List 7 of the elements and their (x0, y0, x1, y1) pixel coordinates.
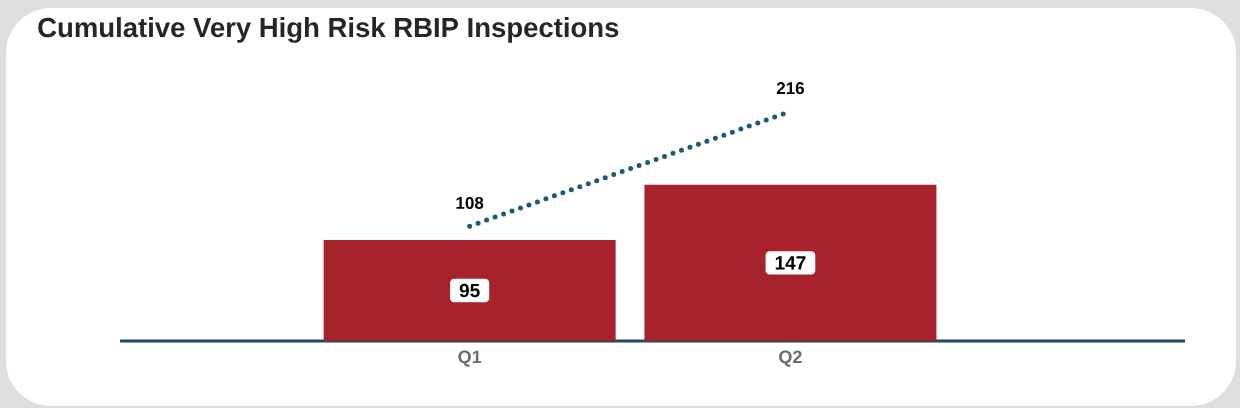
x-tick-label: Q1 (458, 350, 482, 367)
data-label: 147 (775, 256, 806, 270)
x-tick-label: Q2 (779, 350, 802, 367)
data-label: 108 (456, 196, 484, 209)
data-label: 95 (459, 283, 480, 298)
data-label: 216 (776, 82, 804, 95)
chart-title: Cumulative Very High Risk RBIP Inspections (38, 17, 619, 43)
